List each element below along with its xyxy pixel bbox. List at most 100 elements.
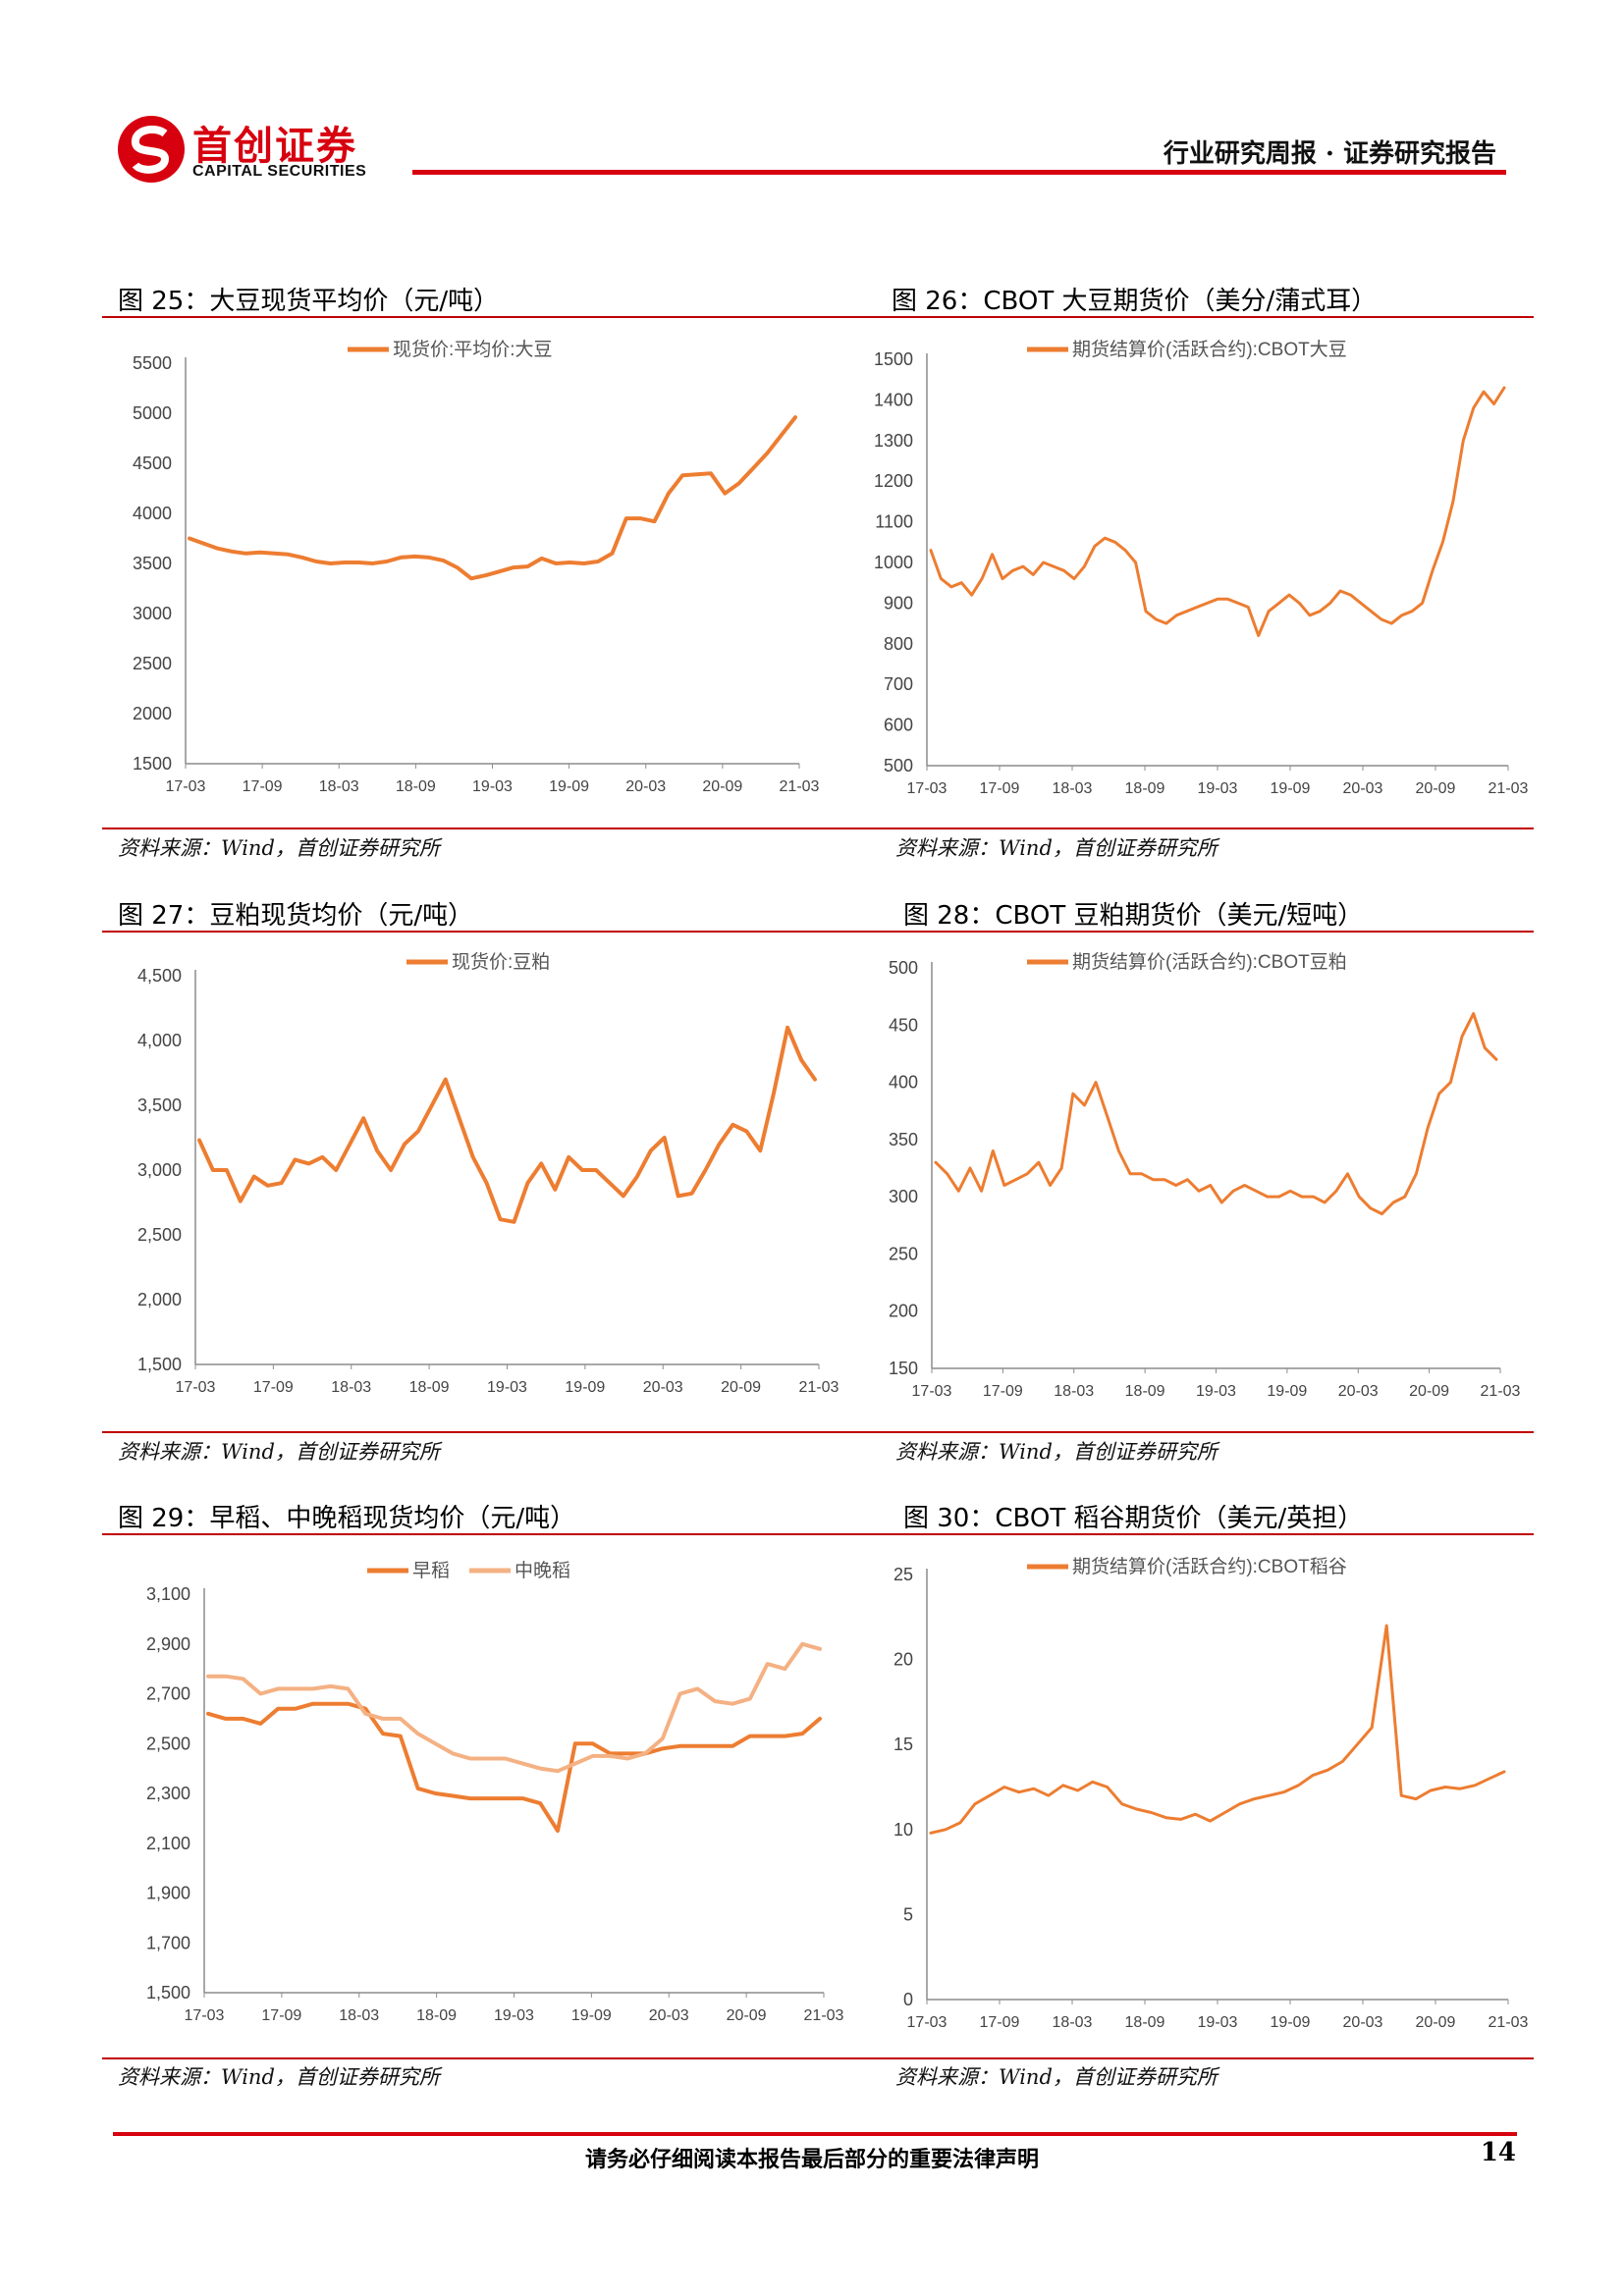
y-tick-label: 900 (884, 593, 913, 613)
x-tick-label: 18-09 (396, 778, 436, 795)
y-tick-label: 20 (893, 1650, 913, 1670)
x-tick-label: 18-09 (1125, 1383, 1165, 1400)
y-tick-label: 1400 (874, 390, 913, 409)
x-tick-label: 21-03 (780, 778, 820, 795)
x-tick-label: 19-03 (472, 778, 513, 795)
y-tick-label: 1000 (874, 553, 913, 572)
source-rule-row3 (102, 2057, 1534, 2059)
x-tick-label: 21-03 (799, 1379, 839, 1396)
title-rule-row3 (102, 1533, 1534, 1535)
logo: 首创证券 CAPITAL SECURITIES (116, 114, 410, 185)
y-tick-label: 2,000 (137, 1290, 182, 1309)
source-30: 资料来源：Wind，首创证券研究所 (895, 2065, 1218, 2089)
series-line-1 (197, 1025, 817, 1224)
x-tick-label: 17-09 (983, 1383, 1023, 1400)
source-25: 资料来源：Wind，首创证券研究所 (118, 836, 440, 860)
y-tick-label: 150 (889, 1359, 918, 1378)
x-tick-label: 21-03 (804, 2007, 844, 2024)
chart-soybean-spot: 5500 5000 4500 4000 3500 3000 2500 2000 1500 17-0… (133, 339, 820, 795)
logo-mark-icon (118, 116, 185, 183)
footer-divider (113, 2132, 1517, 2136)
y-tick-label: 250 (889, 1244, 918, 1263)
x-tick-label: 20-03 (643, 1379, 683, 1396)
x-tick-label: 17-09 (243, 778, 283, 795)
y-tick-label: 3,000 (137, 1160, 182, 1180)
figure-title-27: 图 27：豆粕现货均价（元/吨） (118, 901, 474, 931)
chart-cbot-soymeal: 500 450 400 350 300 250 200 150 17-03 17-09 18-03 1… (889, 951, 1521, 1400)
series-line-1 (188, 415, 797, 581)
y-tick-label: 4500 (133, 454, 172, 473)
x-tick-label: 18-09 (1125, 780, 1165, 797)
y-tick-label: 5500 (133, 353, 172, 373)
series-line-2 (206, 1641, 822, 1774)
source-29: 资料来源：Wind，首创证券研究所 (118, 2065, 440, 2089)
x-tick-label: 17-03 (907, 2014, 947, 2031)
x-tick-label: 17-09 (261, 2007, 301, 2024)
y-tick-label: 1,900 (146, 1884, 190, 1903)
y-tick-label: 25 (893, 1565, 913, 1584)
legend-label: 现货价:豆粕 (452, 951, 550, 973)
y-tick-label: 3500 (133, 554, 172, 573)
x-tick-label: 17-03 (176, 1379, 216, 1396)
series-line-1 (929, 386, 1506, 637)
x-tick-label: 17-03 (912, 1383, 952, 1400)
x-tick-label: 19-03 (494, 2007, 534, 2024)
x-tick-label: 17-03 (185, 2007, 225, 2024)
title-rule-row2 (102, 931, 1534, 933)
chart-cbot-soybean: 1500 1400 1300 1200 1100 1000 900 800 700 600 500 1… (874, 339, 1529, 797)
y-tick-label: 1,500 (146, 1983, 190, 2002)
x-tick-label: 19-09 (1271, 2014, 1311, 2031)
y-tick-label: 1200 (874, 471, 913, 491)
x-tick-label: 20-03 (1343, 2014, 1383, 2031)
legend-label: 期货结算价(活跃合约):CBOT豆粕 (1072, 951, 1347, 973)
logo-english-name: CAPITAL SECURITIES (192, 163, 367, 180)
legend-label: 期货结算价(活跃合约):CBOT稻谷 (1072, 1556, 1347, 1577)
source-26: 资料来源：Wind，首创证券研究所 (895, 836, 1218, 860)
y-tick-label: 1500 (133, 754, 172, 774)
y-tick-label: 1,500 (137, 1355, 182, 1374)
y-tick-label: 3000 (133, 604, 172, 623)
x-tick-label: 18-09 (1125, 2014, 1165, 2031)
y-tick-label: 200 (889, 1302, 918, 1321)
x-tick-label: 20-03 (1338, 1383, 1379, 1400)
x-tick-label: 19-03 (1196, 1383, 1236, 1400)
x-tick-label: 20-09 (1409, 1383, 1449, 1400)
x-tick-label: 18-03 (1053, 780, 1093, 797)
y-tick-label: 1300 (874, 431, 913, 451)
x-tick-label: 18-03 (1054, 1383, 1094, 1400)
y-tick-label: 15 (893, 1735, 913, 1754)
legend-label: 期货结算价(活跃合约):CBOT大豆 (1072, 339, 1347, 360)
title-rule-row1 (102, 316, 1534, 318)
y-tick-label: 700 (884, 674, 913, 694)
x-tick-label: 18-03 (1053, 2014, 1093, 2031)
x-tick-label: 17-03 (907, 780, 947, 797)
header-divider (412, 170, 1506, 175)
y-tick-label: 2000 (133, 704, 172, 723)
x-tick-label: 17-09 (980, 2014, 1020, 2031)
source-rule-row2 (102, 1431, 1534, 1433)
source-27: 资料来源：Wind，首创证券研究所 (118, 1440, 440, 1464)
footer-disclaimer: 请务必仔细阅读本报告最后部分的重要法律声明 (584, 2147, 1039, 2172)
legend-label: 早稻 (412, 1560, 450, 1581)
y-tick-label: 3,500 (137, 1095, 182, 1115)
x-tick-label: 20-09 (727, 2007, 767, 2024)
x-tick-label: 19-03 (1198, 780, 1238, 797)
y-tick-label: 1500 (874, 349, 913, 369)
report-type: 行业研究周报 · 证券研究报告 (1163, 139, 1496, 169)
y-tick-label: 800 (884, 634, 913, 654)
x-tick-label: 19-09 (1271, 780, 1311, 797)
figure-title-30: 图 30：CBOT 稻谷期货价（美元/英担） (903, 1504, 1364, 1533)
x-tick-label: 19-09 (549, 778, 589, 795)
figure-title-26: 图 26：CBOT 大豆期货价（美分/蒲式耳） (892, 287, 1378, 316)
figure-title-29: 图 29：早稻、中晚稻现货均价（元/吨） (118, 1504, 576, 1533)
y-tick-label: 450 (889, 1015, 918, 1035)
y-tick-label: 2500 (133, 654, 172, 673)
y-tick-label: 4,000 (137, 1031, 182, 1050)
page-number: 14 (1480, 2138, 1516, 2167)
x-tick-label: 18-03 (331, 1379, 371, 1396)
x-tick-label: 18-03 (339, 2007, 379, 2024)
x-tick-label: 19-03 (1198, 2014, 1238, 2031)
x-tick-label: 21-03 (1489, 780, 1529, 797)
x-tick-label: 17-09 (253, 1379, 294, 1396)
x-tick-label: 17-03 (166, 778, 206, 795)
